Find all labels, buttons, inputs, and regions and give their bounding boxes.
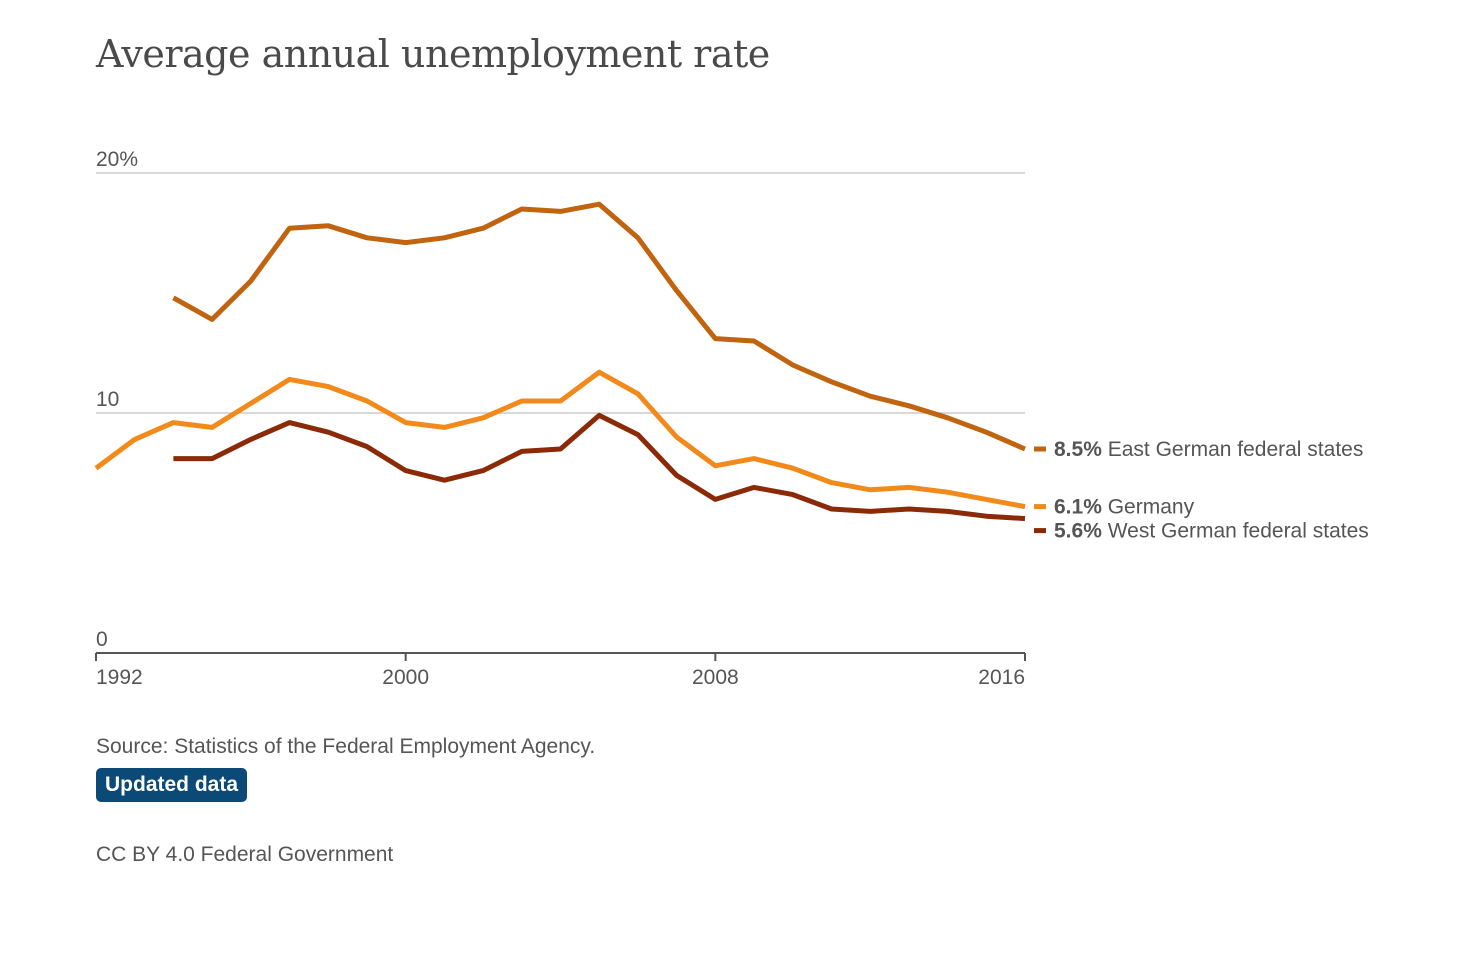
end-label-west-german-federal-states: 5.6% West German federal states: [1054, 520, 1369, 543]
end-label-value-west-german-federal-states: 5.6%: [1054, 520, 1102, 543]
x-tick-label-2000: 2000: [382, 666, 429, 689]
end-label-value-east-german-federal-states: 8.5%: [1054, 438, 1102, 461]
end-label-name-west-german-federal-states: West German federal states: [1102, 520, 1369, 543]
end-label-value-germany: 6.1%: [1054, 496, 1102, 519]
series-layer: [94, 201, 1026, 522]
series-line-east-german-federal-states: [172, 201, 1026, 452]
grid-layer: [96, 172, 1025, 414]
x-tick-label-2016: 2016: [978, 666, 1025, 689]
y-tick-label-0: 0: [96, 628, 108, 651]
series-line-germany: [94, 369, 1026, 510]
end-label-name-east-german-federal-states: East German federal states: [1102, 438, 1363, 461]
x-tick-label-2008: 2008: [692, 666, 739, 689]
source-note: Source: Statistics of the Federal Employ…: [96, 735, 596, 758]
x-tick-label-1992: 1992: [96, 666, 143, 689]
end-label-east-german-federal-states: 8.5% East German federal states: [1054, 438, 1363, 461]
chart-title: Average annual unemployment rate: [96, 32, 770, 76]
end-label-germany: 6.1% Germany: [1054, 496, 1195, 519]
y-tick-label-20: 20%: [96, 148, 138, 171]
axis-layer: 0 10 20% 1992 2000 2008 2016: [95, 148, 1026, 689]
end-labels: 8.5% East German federal states 6.1% Germ…: [1034, 438, 1369, 543]
y-tick-label-10: 10: [96, 388, 119, 411]
line-chart: 0 10 20% 1992 2000 2008 2016 8.5% East German …: [94, 148, 1369, 689]
end-label-name-germany: Germany: [1102, 496, 1195, 519]
updated-data-button[interactable]: Updated data: [96, 768, 248, 802]
series-line-west-german-federal-states: [173, 412, 1026, 522]
license-note: CC BY 4.0 Federal Government: [96, 843, 394, 866]
